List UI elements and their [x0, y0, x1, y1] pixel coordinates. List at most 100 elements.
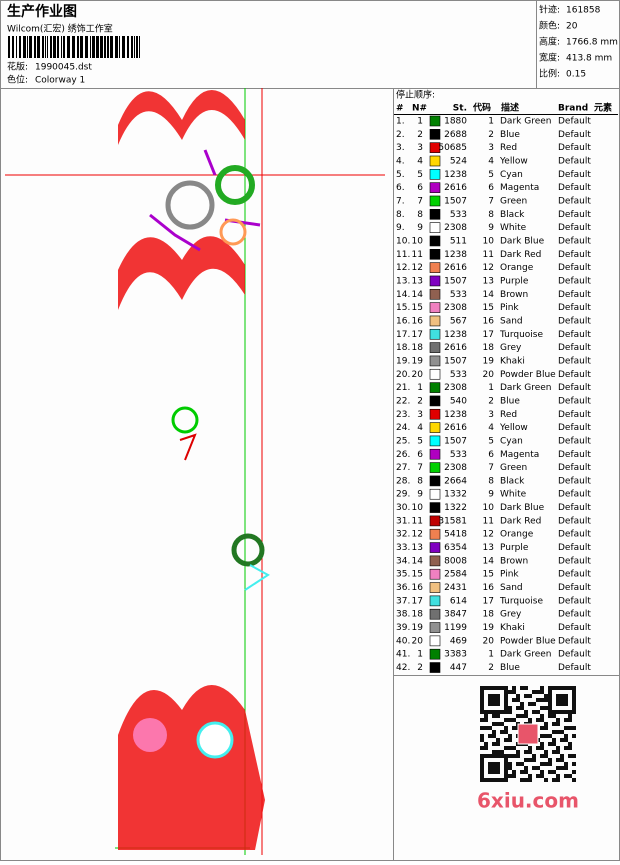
- color-swatch: [429, 315, 441, 327]
- stitches: 50685: [438, 143, 467, 153]
- qr-module: [564, 734, 568, 738]
- description: Green: [500, 196, 527, 206]
- qr-module: [480, 734, 484, 738]
- qr-module: [548, 734, 552, 738]
- color-swatch: [429, 275, 441, 287]
- bar: [136, 36, 138, 58]
- column-header: 代码: [472, 102, 491, 114]
- stitches: 1238: [444, 410, 467, 420]
- color-swatch: [429, 475, 441, 487]
- code: 16: [483, 583, 495, 593]
- row-index: 24.: [396, 423, 410, 433]
- qr-module: [540, 762, 544, 766]
- qr-module: [572, 702, 576, 706]
- description: Dark Green: [500, 117, 551, 127]
- qr-module: [492, 694, 496, 698]
- qr-module: [548, 742, 552, 746]
- row-index: 37.: [396, 596, 410, 606]
- qr-module: [504, 710, 508, 714]
- qr-module: [572, 754, 576, 758]
- description: Turquoise: [499, 330, 543, 340]
- qr-module: [548, 714, 552, 718]
- qr-module: [540, 698, 544, 702]
- qr-module: [532, 758, 536, 762]
- brand: Default: [558, 117, 591, 127]
- color-swatch: [429, 115, 441, 127]
- qr-module: [564, 698, 568, 702]
- color-swatch: [429, 368, 441, 380]
- color-swatch: [429, 262, 441, 273]
- row-index: 32.: [396, 530, 410, 540]
- description: Blue: [500, 663, 520, 673]
- needle: 18: [412, 610, 424, 620]
- flower: [231, 533, 265, 567]
- brand: Default: [558, 516, 591, 526]
- brand: Default: [558, 383, 591, 393]
- color-swatch: [429, 182, 441, 193]
- color-swatch: [429, 142, 441, 153]
- bar: [53, 36, 56, 58]
- qr-module: [516, 694, 520, 698]
- qr-module: [520, 714, 524, 718]
- qr-module: [496, 766, 500, 770]
- description: Grey: [500, 343, 522, 353]
- qr-module: [560, 730, 564, 734]
- qr-module: [544, 698, 548, 702]
- description: Dark Green: [500, 650, 551, 660]
- needle: 2: [417, 130, 423, 140]
- qr-module: [492, 722, 496, 726]
- qr-module: [500, 754, 504, 758]
- qr-module: [480, 746, 484, 750]
- qr-module: [492, 762, 496, 766]
- code: 8: [488, 476, 494, 486]
- brand: Default: [558, 303, 591, 313]
- qr-module: [548, 770, 552, 774]
- qr-module: [504, 766, 508, 770]
- description: Purple: [500, 543, 529, 553]
- stitches: 2664: [444, 476, 467, 486]
- description: Brown: [500, 556, 528, 566]
- qr-module: [528, 758, 532, 762]
- qr-module: [556, 746, 560, 750]
- code: 12: [483, 263, 494, 273]
- qr-module: [512, 686, 516, 690]
- qr-module: [484, 742, 488, 746]
- qr-module: [568, 714, 572, 718]
- qr-module: [492, 750, 496, 754]
- needle: 12: [412, 530, 423, 540]
- color-swatch: [429, 635, 441, 647]
- needle: 11: [412, 516, 423, 526]
- row-index: 38.: [396, 610, 410, 620]
- stitches: 511: [450, 236, 467, 246]
- description: Orange: [500, 530, 534, 540]
- qr-module: [540, 774, 544, 778]
- barcode: [8, 36, 140, 58]
- qr-module: [496, 686, 500, 690]
- qr-module: [480, 774, 484, 778]
- qr-module: [540, 726, 544, 730]
- description: Magenta: [500, 183, 539, 193]
- row-index: 26.: [396, 450, 410, 460]
- qr-module: [512, 774, 516, 778]
- needle: 4: [417, 423, 423, 433]
- qr-module: [488, 734, 492, 738]
- qr-module: [508, 690, 512, 694]
- code: 3: [488, 143, 494, 153]
- qr-module: [500, 686, 504, 690]
- qr-module: [480, 686, 484, 690]
- title: 生产作业图: [7, 3, 77, 20]
- color-swatch: [429, 169, 441, 180]
- watermark: 6xiu.com: [477, 789, 579, 813]
- qr-module: [552, 778, 556, 782]
- stitches: 2308: [444, 463, 467, 473]
- flower: [133, 718, 167, 752]
- qr-module: [540, 690, 544, 694]
- column-header: 描述: [501, 102, 519, 114]
- qr-module: [492, 742, 496, 746]
- brand: Default: [558, 223, 591, 233]
- qr-module: [544, 762, 548, 766]
- qr-module: [480, 770, 484, 774]
- qr-module: [492, 766, 496, 770]
- qr-module: [568, 774, 572, 778]
- qr-module: [540, 706, 544, 710]
